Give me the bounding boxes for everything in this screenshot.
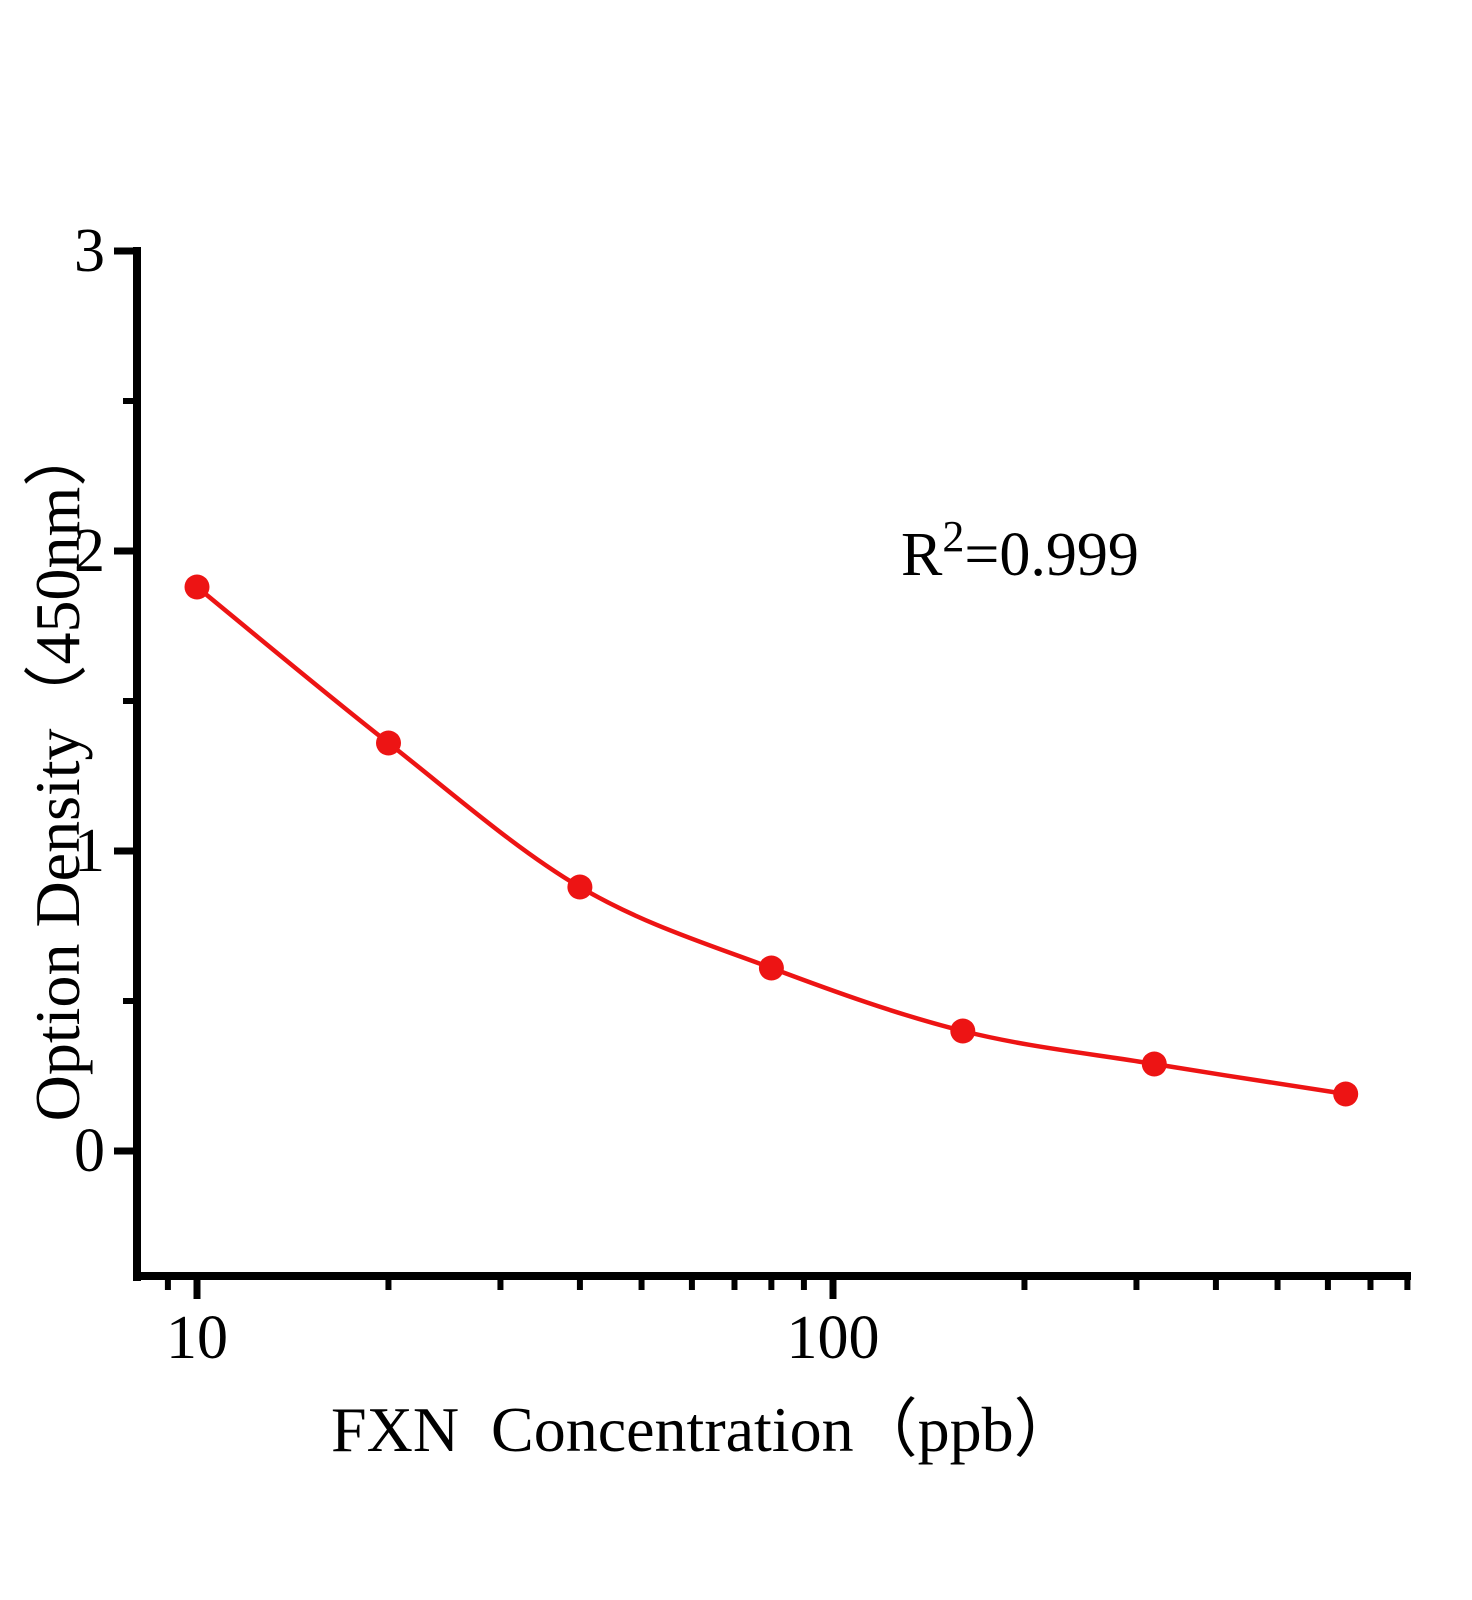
y-axis-tick-label: 1 [74,817,105,885]
data-point-marker [184,574,210,600]
r-squared-annotation: R2=0.999 [901,515,1139,589]
data-point-marker [376,730,401,756]
data-point-marker [1333,1081,1359,1107]
data-point-marker [950,1018,976,1044]
r-squared-exponent: 2 [942,512,965,561]
y-axis-tick-label: 0 [74,1117,105,1185]
x-axis-tick-label: 10 [166,1304,228,1372]
y-axis-title: Option Density（450nm） [22,422,93,1122]
data-point-marker [567,874,593,900]
data-point-marker [1141,1051,1167,1077]
y-axis-tick-label: 2 [74,517,105,585]
data-point-marker [758,955,784,981]
x-axis-title: FXN Concentration（ppb） [331,1394,1078,1465]
fitted-curve-line [194,584,1348,1097]
r-squared-base: R [901,521,943,589]
y-axis-tick-label: 3 [74,217,105,285]
x-axis-tick-label: 100 [787,1304,880,1372]
r-squared-value: =0.999 [964,521,1139,589]
